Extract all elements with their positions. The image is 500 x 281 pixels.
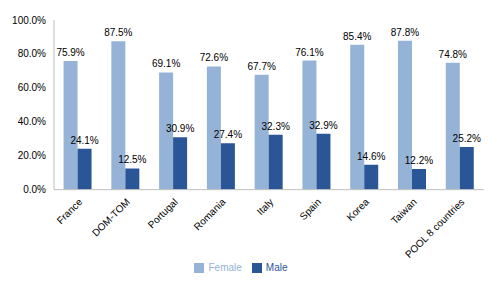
svg-text:Italy: Italy: [255, 196, 276, 217]
svg-text:87.8%: 87.8%: [391, 27, 419, 38]
svg-text:69.1%: 69.1%: [152, 58, 180, 69]
svg-text:32.3%: 32.3%: [261, 121, 289, 132]
svg-text:12.2%: 12.2%: [405, 155, 433, 166]
svg-text:DOM-TOM: DOM-TOM: [90, 196, 132, 238]
svg-text:32.9%: 32.9%: [309, 120, 337, 131]
svg-text:Korea: Korea: [344, 196, 371, 223]
svg-text:24.1%: 24.1%: [70, 135, 98, 146]
svg-text:75.9%: 75.9%: [56, 47, 84, 58]
svg-text:74.8%: 74.8%: [439, 49, 467, 60]
svg-text:100.0%: 100.0%: [12, 15, 46, 26]
svg-text:Portugal: Portugal: [146, 196, 180, 230]
svg-text:76.1%: 76.1%: [295, 47, 323, 58]
svg-text:POOL 8 countries: POOL 8 countries: [403, 196, 467, 260]
svg-text:0.0%: 0.0%: [23, 184, 46, 195]
html-text:Male: Male: [265, 261, 288, 273]
svg-text:67.7%: 67.7%: [247, 61, 275, 72]
svg-text:85.4%: 85.4%: [343, 31, 371, 42]
svg-text:14.6%: 14.6%: [357, 151, 385, 162]
svg-text:27.4%: 27.4%: [214, 129, 242, 140]
svg-text:60.0%: 60.0%: [18, 82, 46, 93]
svg-text:40.0%: 40.0%: [18, 116, 46, 127]
svg-text:12.5%: 12.5%: [118, 154, 146, 165]
svg-text:30.9%: 30.9%: [166, 123, 194, 134]
html-text:Female: Female: [208, 261, 242, 273]
svg-text:87.5%: 87.5%: [104, 27, 132, 38]
svg-text:80.0%: 80.0%: [18, 48, 46, 59]
svg-text:72.6%: 72.6%: [200, 52, 228, 63]
svg-text:Spain: Spain: [297, 196, 323, 222]
svg-text:France: France: [55, 196, 85, 226]
svg-text:25.2%: 25.2%: [453, 133, 481, 144]
svg-text:Taiwan: Taiwan: [389, 196, 419, 226]
svg-text:20.0%: 20.0%: [18, 150, 46, 161]
svg-text:Romania: Romania: [192, 196, 228, 232]
